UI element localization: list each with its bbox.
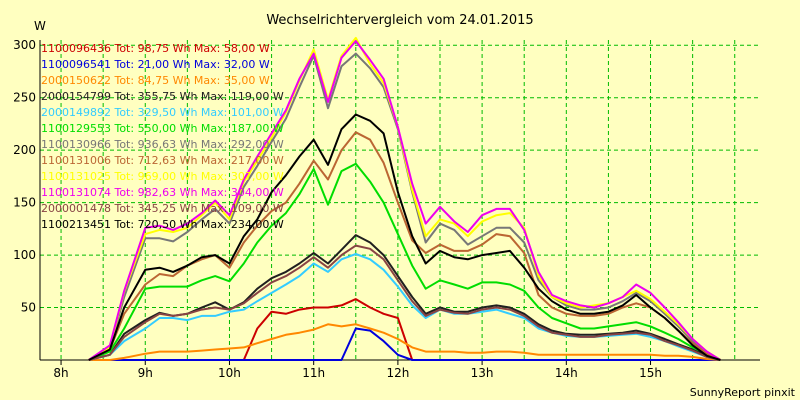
y-tick-label: 250 bbox=[13, 91, 36, 105]
series-line-3 bbox=[88, 323, 721, 361]
x-tick-label: 13h bbox=[471, 366, 494, 380]
series-line-6 bbox=[88, 162, 721, 361]
credit-text: SunnyReport pinxit bbox=[690, 386, 796, 399]
legend-entry-2: 1100096541 Tot: 21,00 Wh Max: 32,00 W bbox=[41, 58, 270, 71]
series-line-11 bbox=[88, 244, 721, 361]
x-tick-label: 10h bbox=[218, 366, 241, 380]
legend-entry-6: 1100129553 Tot: 550,00 Wh Max: 187,00 W bbox=[41, 122, 284, 135]
series-line-12 bbox=[88, 113, 721, 361]
legend-entry-8: 1100131006 Tot: 712,63 Wh Max: 217,00 W bbox=[41, 154, 284, 167]
series-line-4 bbox=[88, 234, 721, 361]
y-tick-label: 200 bbox=[13, 143, 36, 157]
legend-entry-9: 1100131025 Tot: 969,00 Wh Max: 307,00 W bbox=[41, 170, 284, 183]
legend-entry-5: 2000149892 Tot: 329,50 Wh Max: 101,00 W bbox=[41, 106, 284, 119]
y-tick-label: 150 bbox=[13, 196, 36, 210]
legend-entry-12: 1100213451 Tot: 720,50 Wh Max: 234,00 W bbox=[41, 218, 284, 231]
legend-entry-3: 2000150622 Tot: 84,75 Wh Max: 35,00 W bbox=[41, 74, 270, 87]
legend-entry-7: 1100130966 Tot: 936,63 Wh Max: 292,00 W bbox=[41, 138, 284, 151]
y-tick-label: 300 bbox=[13, 38, 36, 52]
legend-entry-1: 1100096436 Tot: 98,75 Wh Max: 58,00 W bbox=[41, 42, 270, 55]
y-axis-label: W bbox=[34, 19, 46, 33]
series-lines bbox=[88, 36, 721, 361]
x-tick-label: 15h bbox=[639, 366, 662, 380]
series-line-5 bbox=[88, 253, 721, 361]
x-tick-label: 11h bbox=[302, 366, 325, 380]
x-tick-label: 8h bbox=[53, 366, 68, 380]
x-tick-label: 12h bbox=[386, 366, 409, 380]
x-tick-label: 9h bbox=[138, 366, 153, 380]
series-line-10 bbox=[88, 40, 721, 361]
legend: 1100096436 Tot: 98,75 Wh Max: 58,00 W 110… bbox=[41, 42, 284, 231]
series-line-8 bbox=[88, 131, 721, 361]
series-line-2 bbox=[88, 327, 721, 361]
chart-title: Wechselrichtervergleich vom 24.01.2015 bbox=[266, 13, 533, 28]
legend-entry-10: 1100131074 Tot: 982,63 Wh Max: 304,00 W bbox=[41, 186, 284, 199]
legend-entry-11: 2000001478 Tot: 345,25 Wh Max: 109,00 W bbox=[41, 202, 284, 215]
y-tick-label: 100 bbox=[13, 248, 36, 262]
y-tick-label: 50 bbox=[21, 301, 36, 315]
x-tick-label: 14h bbox=[555, 366, 578, 380]
legend-entry-4: 2000154799 Tot: 355,75 Wh Max: 119,00 W bbox=[41, 90, 284, 103]
tick-labels: 50 100 150 200 250 300 8h 9h 10h 11h 12h 13h 14h 15h bbox=[13, 38, 662, 380]
